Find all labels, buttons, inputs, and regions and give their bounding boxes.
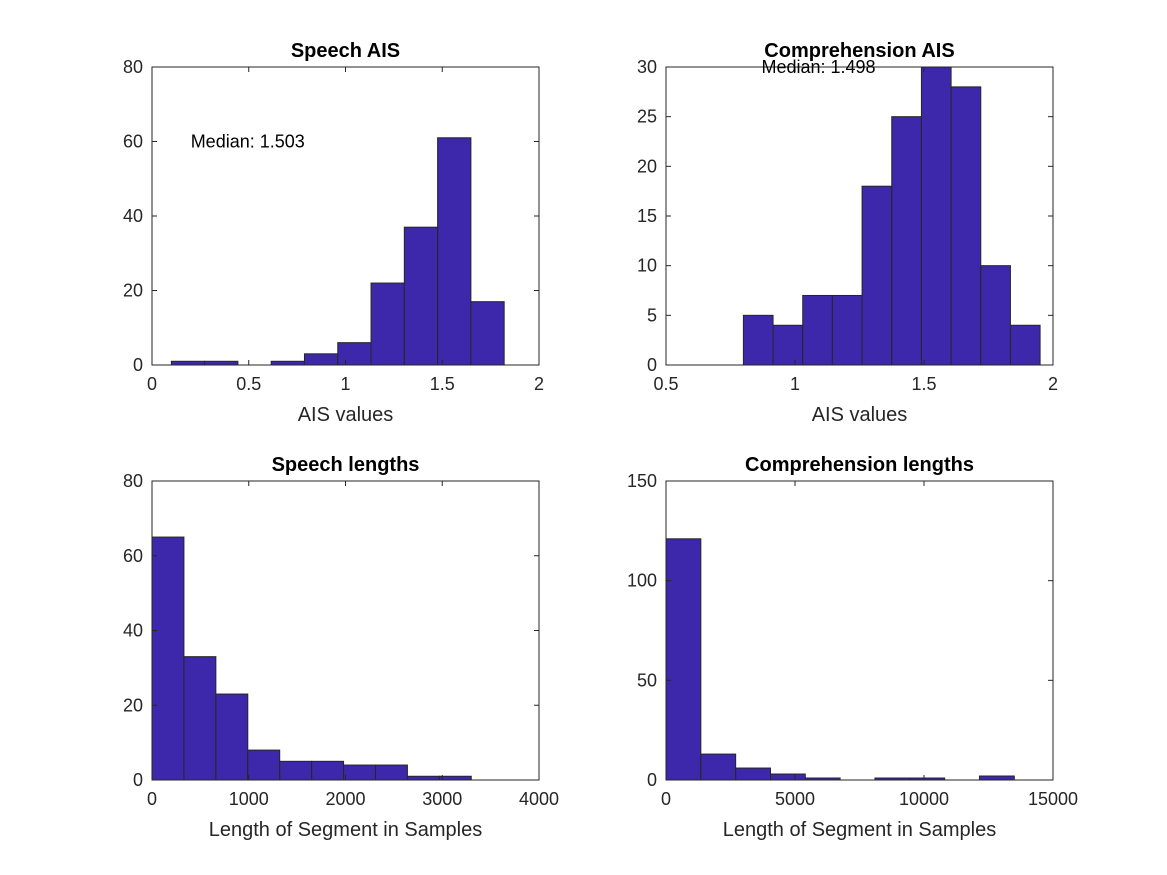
comprehension-ais-ytick-label: 10 <box>637 256 657 276</box>
speech-lengths-bar <box>279 760 313 781</box>
comprehension-ais-bar <box>861 185 893 366</box>
speech-ais-xtick-label: 1 <box>340 374 350 394</box>
comprehension-lengths-xtick-label: 5000 <box>775 789 815 809</box>
speech-ais-bar <box>303 353 339 366</box>
comprehension-lengths-bar <box>978 775 1015 781</box>
speech-lengths-bar <box>247 749 281 781</box>
comprehension-lengths-bar <box>665 538 702 781</box>
speech-ais-xlabel: AIS values <box>298 404 394 426</box>
speech-lengths-bar <box>343 764 376 781</box>
speech-lengths-bar <box>151 536 185 781</box>
speech-lengths-bar <box>311 760 345 781</box>
speech-ais-bar <box>370 282 405 366</box>
comprehension-ais-bar <box>742 314 774 366</box>
comprehension-ais-median-annotation: Median: 1.498 <box>761 57 875 77</box>
speech-ais-xtick-label: 0.5 <box>236 374 261 394</box>
comprehension-ais-xtick-label: 0.5 <box>653 374 678 394</box>
speech-ais-bar <box>437 137 472 366</box>
comprehension-lengths-title: Comprehension lengths <box>745 454 974 476</box>
speech-ais-ytick-label: 80 <box>123 57 143 77</box>
comprehension-lengths-ytick-label: 50 <box>637 670 657 690</box>
comprehension-ais-xtick-label: 1 <box>790 374 800 394</box>
speech-lengths-ytick-label: 20 <box>123 695 143 715</box>
speech-lengths-xtick-label: 0 <box>147 789 157 809</box>
speech-lengths-title: Speech lengths <box>272 454 420 476</box>
speech-lengths-ytick-label: 60 <box>123 546 143 566</box>
comprehension-lengths-ytick-label: 150 <box>627 471 657 491</box>
speech-lengths-bar <box>183 656 217 781</box>
speech-lengths-bar <box>374 764 408 781</box>
speech-lengths-bar <box>438 775 472 781</box>
speech-ais-bar <box>170 360 206 366</box>
comprehension-lengths-axes-box <box>665 480 1054 781</box>
speech-ais-bar <box>270 360 305 366</box>
comprehension-ais-title: Comprehension AIS <box>764 40 954 62</box>
speech-ais-ytick-label: 60 <box>123 132 143 152</box>
speech-lengths-xtick-label: 2000 <box>325 789 365 809</box>
speech-ais-bar <box>403 226 439 366</box>
comprehension-lengths-xtick-label: 0 <box>661 789 671 809</box>
comprehension-ais-bar <box>891 116 922 366</box>
comprehension-lengths-bar <box>700 753 737 781</box>
speech-ais-ytick-label: 40 <box>123 206 143 226</box>
speech-lengths-ytick-label: 40 <box>123 621 143 641</box>
speech-ais-median-annotation: Median: 1.503 <box>191 132 305 152</box>
comprehension-ais-ytick-label: 20 <box>637 156 657 176</box>
comprehension-lengths-bar <box>735 767 771 781</box>
comprehension-ais-xtick-label: 1.5 <box>911 374 936 394</box>
speech-ais-ytick-label: 20 <box>123 281 143 301</box>
speech-lengths-xlabel: Length of Segment in Samples <box>209 819 483 841</box>
speech-ais-title: Speech AIS <box>291 40 400 62</box>
comprehension-ais-bar <box>950 86 982 366</box>
speech-ais-bar <box>204 360 239 366</box>
comprehension-ais-ytick-label: 25 <box>637 107 657 127</box>
comprehension-ais-ytick-label: 0 <box>647 355 657 375</box>
comprehension-lengths-xtick-label: 15000 <box>1028 789 1078 809</box>
comprehension-ais-ytick-label: 15 <box>637 206 657 226</box>
comprehension-lengths-panel: 0 5000 10000 15000 0 50 100 150 Comprehension le… <box>627 454 1078 841</box>
speech-ais-ytick-label: 0 <box>133 355 143 375</box>
comprehension-ais-xtick-label: 2 <box>1048 374 1058 394</box>
speech-lengths-bar <box>215 693 249 781</box>
comprehension-lengths-ytick-label: 100 <box>627 571 657 591</box>
comprehension-lengths-ytick-label: 0 <box>647 770 657 790</box>
comprehension-ais-ytick-label: 5 <box>647 305 657 325</box>
comprehension-ais-bar <box>1009 324 1041 366</box>
speech-lengths-bar <box>406 775 440 781</box>
speech-lengths-xtick-label: 3000 <box>422 789 462 809</box>
comprehension-lengths-bar <box>769 773 806 781</box>
speech-lengths-ytick-label: 0 <box>133 770 143 790</box>
speech-lengths-panel: 0 1000 2000 3000 4000 0 20 40 60 80 Speech lengths… <box>123 454 559 841</box>
speech-lengths-ytick-label: 80 <box>123 471 143 491</box>
speech-ais-xtick-label: 2 <box>534 374 544 394</box>
speech-ais-xtick-label: 0 <box>147 374 157 394</box>
comprehension-ais-bar <box>802 294 833 366</box>
comprehension-ais-bar <box>980 265 1011 366</box>
speech-lengths-xtick-label: 4000 <box>519 789 559 809</box>
comprehension-lengths-xlabel: Length of Segment in Samples <box>723 819 997 841</box>
comprehension-ais-xlabel: AIS values <box>812 404 908 426</box>
speech-ais-bar <box>470 301 505 366</box>
speech-ais-bar <box>337 342 372 366</box>
speech-lengths-xtick-label: 1000 <box>229 789 269 809</box>
comprehension-ais-bar <box>831 294 863 366</box>
comprehension-lengths-xtick-label: 10000 <box>899 789 949 809</box>
speech-ais-xtick-label: 1.5 <box>430 374 455 394</box>
comprehension-ais-ytick-label: 30 <box>637 57 657 77</box>
comprehension-ais-bar <box>772 324 804 366</box>
comprehension-ais-bar <box>920 66 952 366</box>
